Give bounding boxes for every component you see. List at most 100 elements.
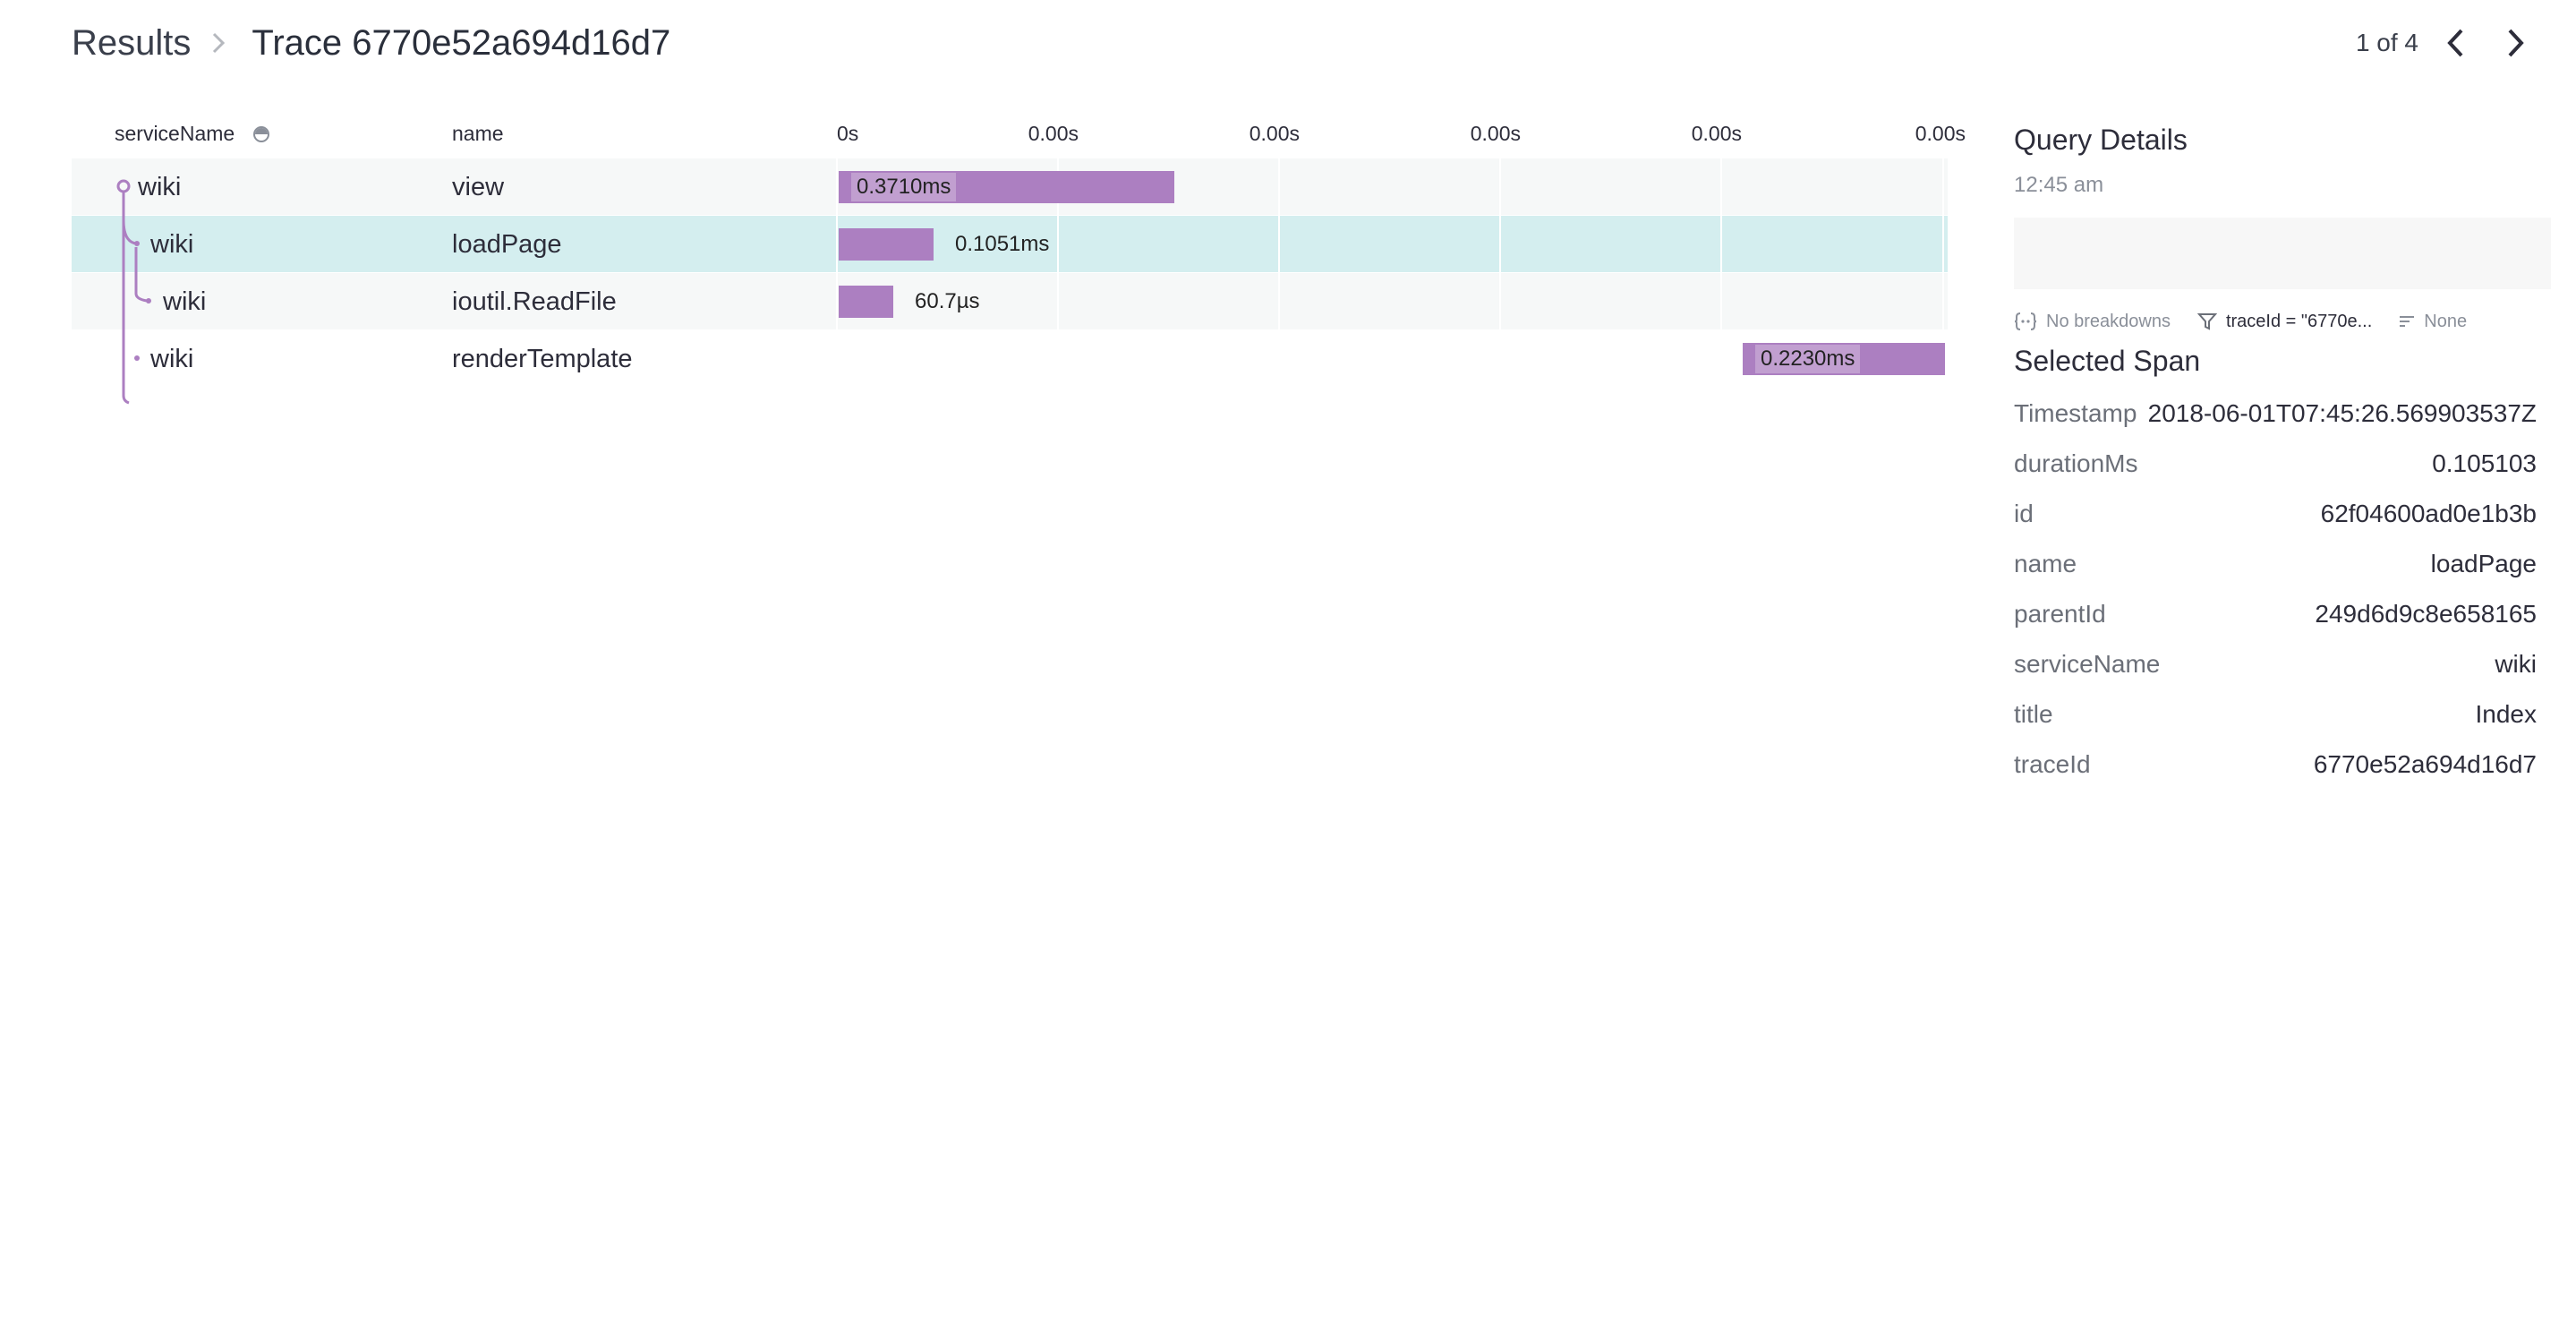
span-duration-label: 60.7µs	[915, 289, 980, 313]
field-key: title	[2014, 700, 2053, 728]
query-tags: No breakdowns traceId = "6770e... None	[2014, 305, 2551, 338]
next-trace-button[interactable]	[2492, 20, 2540, 66]
prev-trace-button[interactable]	[2431, 20, 2479, 66]
span-bar	[839, 171, 1174, 203]
span-field-row: Timestamp 2018-06-01T07:45:26.569903537Z	[2014, 389, 2537, 439]
column-header-servicename[interactable]: serviceName	[115, 122, 270, 146]
order-lines-icon	[2399, 314, 2415, 329]
span-timeline: 0.2230ms	[836, 330, 1945, 388]
span-timeline: 60.7µs	[836, 273, 1944, 330]
field-key: Timestamp	[2014, 399, 2137, 427]
timeline-gridline	[1720, 216, 1722, 273]
span-service: wiki	[138, 172, 182, 201]
breadcrumb-results-link[interactable]: Results	[72, 22, 192, 63]
timeline-gridline	[1278, 273, 1280, 330]
breakdowns-tag[interactable]: No breakdowns	[2014, 312, 2171, 332]
timeline-gridline	[1720, 330, 1722, 388]
timeline-tick: 0s	[837, 122, 859, 145]
sort-icon[interactable]	[252, 124, 270, 144]
timeline-gridline	[1720, 158, 1722, 216]
order-label: None	[2424, 311, 2468, 331]
timeline-gridline	[1057, 273, 1059, 330]
span-duration-label: 0.1051ms	[955, 232, 1050, 256]
span-field-row: id 62f04600ad0e1b3b	[2014, 489, 2537, 539]
details-panel: Query Details 12:45 am No breakdowns tra…	[2014, 116, 2551, 790]
span-field-row: traceId 6770e52a694d16d7	[2014, 740, 2537, 790]
field-value: loadPage	[2430, 550, 2537, 577]
page-title: Trace 6770e52a694d16d7	[252, 22, 671, 63]
timeline-gridline	[1278, 330, 1280, 388]
span-duration-label: 0.3710ms	[851, 158, 957, 216]
span-fields: Timestamp 2018-06-01T07:45:26.569903537Z …	[2014, 389, 2551, 790]
timeline-gridline	[1942, 273, 1944, 330]
timeline-gridline	[1057, 330, 1059, 388]
timeline-gridline	[1942, 158, 1944, 216]
span-field-row: name loadPage	[2014, 539, 2537, 589]
span-bar	[1743, 343, 1945, 375]
field-key: id	[2014, 500, 2034, 527]
span-tree-connector	[116, 179, 151, 405]
timeline-tick: 0.00s	[1470, 122, 1521, 145]
span-name: ioutil.ReadFile	[452, 286, 617, 316]
span-bar	[839, 228, 934, 261]
trace-table-header: serviceName name 0s 0.00s 0.00s 0.00s 0.…	[72, 116, 1966, 158]
query-time: 12:45 am	[2014, 173, 2104, 197]
breakdowns-label: No breakdowns	[2046, 311, 2171, 331]
span-name: renderTemplate	[452, 344, 633, 373]
filter-tag[interactable]: traceId = "6770e...	[2196, 311, 2373, 332]
braces-icon	[2014, 312, 2037, 331]
field-value: 0.105103	[2432, 449, 2537, 477]
span-duration-label: 0.2230ms	[1755, 330, 1861, 388]
timeline-gridline	[1278, 158, 1280, 216]
timeline-gridline	[836, 216, 838, 273]
breadcrumb: Results Trace 6770e52a694d16d7	[72, 20, 670, 66]
selected-span-title: Selected Span	[2014, 345, 2201, 377]
timeline-gridline	[1720, 273, 1722, 330]
order-tag[interactable]: None	[2399, 312, 2467, 332]
field-value: 2018-06-01T07:45:26.569903537Z	[2147, 399, 2537, 427]
span-timeline: 0.1051ms	[836, 216, 1944, 273]
pager-count: 1 of 4	[2355, 29, 2418, 56]
span-row[interactable]: wiki loadPage 0.1051ms	[72, 215, 1948, 273]
chevron-right-icon	[2508, 29, 2524, 57]
field-value: 6770e52a694d16d7	[2313, 750, 2537, 778]
field-key: serviceName	[2014, 650, 2161, 678]
span-service: wiki	[150, 344, 194, 373]
field-key: parentId	[2014, 600, 2106, 628]
timeline-tick: 0.00s	[1028, 122, 1079, 145]
timeline-tick: 0.00s	[1915, 122, 1966, 145]
query-details-box	[2014, 218, 2551, 289]
span-row[interactable]: wiki renderTemplate 0.2230ms	[72, 329, 1948, 388]
field-value: wiki	[2495, 650, 2537, 678]
span-service: wiki	[163, 286, 207, 316]
span-field-row: parentId 249d6d9c8e658165	[2014, 589, 2537, 639]
span-name: loadPage	[452, 229, 562, 259]
trace-pager: 1 of 4	[2356, 20, 2540, 66]
field-value: Index	[2475, 700, 2538, 728]
span-field-row: serviceName wiki	[2014, 639, 2537, 689]
timeline-gridline	[1499, 216, 1501, 273]
timeline-gridline	[1057, 216, 1059, 273]
column-header-servicename-label: serviceName	[115, 122, 235, 145]
column-header-name[interactable]: name	[452, 122, 504, 145]
span-row[interactable]: wiki view 0.3710ms	[72, 158, 1948, 216]
timeline-gridline	[1278, 216, 1280, 273]
field-key: traceId	[2014, 750, 2091, 778]
span-field-row: durationMs 0.105103	[2014, 439, 2537, 489]
filter-icon	[2196, 312, 2217, 331]
span-timeline: 0.3710ms	[836, 158, 1944, 216]
span-bar	[839, 286, 893, 318]
field-key: durationMs	[2014, 449, 2138, 477]
trace-rows: wiki view 0.3710ms wiki loadPage 0.1051m…	[72, 158, 1948, 388]
filter-label: traceId = "6770e...	[2225, 311, 2373, 331]
field-value: 62f04600ad0e1b3b	[2320, 500, 2537, 527]
timeline-tick: 0.00s	[1691, 122, 1742, 145]
field-value: 249d6d9c8e658165	[2315, 600, 2537, 628]
timeline-gridline	[1499, 158, 1501, 216]
timeline-gridline	[836, 273, 838, 330]
span-row[interactable]: wiki ioutil.ReadFile 60.7µs	[72, 272, 1948, 330]
chevron-right-icon	[210, 30, 226, 56]
span-field-row: title Index	[2014, 689, 2537, 740]
timeline-gridline	[1942, 216, 1944, 273]
span-service: wiki	[150, 229, 194, 259]
